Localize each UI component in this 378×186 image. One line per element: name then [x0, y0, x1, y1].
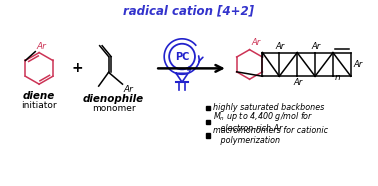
Text: Ar: Ar — [311, 42, 321, 51]
Text: monomer: monomer — [92, 104, 135, 113]
Text: highly saturated backbones: highly saturated backbones — [213, 103, 324, 112]
Text: initiator: initiator — [21, 101, 57, 110]
Text: Ar: Ar — [251, 38, 261, 47]
Text: Ar: Ar — [354, 60, 363, 69]
Text: PC: PC — [175, 52, 189, 62]
Text: Ar: Ar — [294, 78, 303, 87]
Text: dienophile: dienophile — [83, 94, 144, 104]
Text: macromonomers for cationic
   polymerization: macromonomers for cationic polymerizatio… — [213, 126, 328, 145]
Bar — [206, 106, 210, 110]
Text: radical cation [4+2]: radical cation [4+2] — [124, 4, 254, 17]
Bar — [206, 120, 210, 124]
Text: Ar: Ar — [36, 42, 46, 51]
Text: +: + — [71, 61, 83, 75]
Text: $M_n$ up to 4,400 g/mol for
   electron-rich Ar: $M_n$ up to 4,400 g/mol for electron-ric… — [213, 110, 313, 133]
Text: Ar: Ar — [124, 85, 133, 94]
Text: n: n — [335, 73, 341, 82]
Bar — [206, 133, 210, 138]
Text: Ar: Ar — [276, 42, 285, 51]
Text: diene: diene — [23, 91, 55, 101]
